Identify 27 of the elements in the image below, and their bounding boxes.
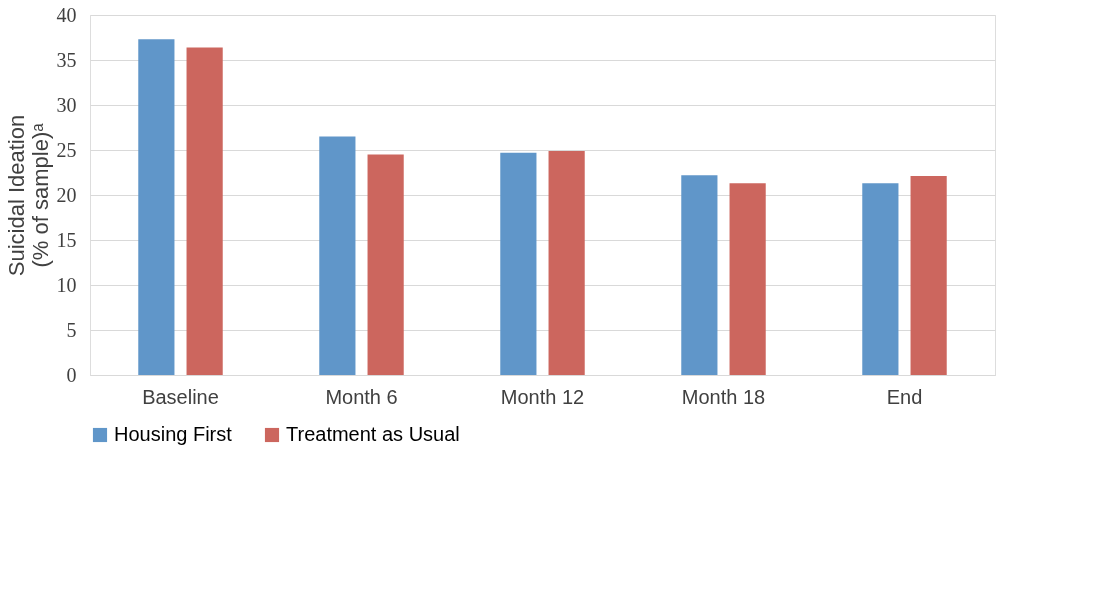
y-tick-label: 30 bbox=[56, 93, 77, 116]
y-tick-label: 5 bbox=[66, 318, 77, 341]
y-axis-title: Suicidal Ideation (% of sample)ᵃ bbox=[3, 114, 53, 277]
bar bbox=[319, 136, 356, 375]
y-tick-label: 35 bbox=[56, 48, 77, 71]
x-tick-label: Month 6 bbox=[325, 385, 398, 408]
y-tick-label: 20 bbox=[56, 183, 77, 206]
bar bbox=[500, 152, 537, 375]
bar bbox=[186, 47, 223, 375]
x-tick-label: End bbox=[886, 385, 923, 408]
legend-label: Treatment as Usual bbox=[286, 423, 460, 445]
x-tick-label: Month 18 bbox=[681, 385, 766, 408]
y-tick-label: 15 bbox=[56, 228, 77, 251]
bar bbox=[548, 150, 585, 375]
bar bbox=[138, 39, 175, 375]
y-tick-label: 25 bbox=[56, 138, 77, 161]
x-tick-label: Month 12 bbox=[500, 385, 585, 408]
bar bbox=[681, 175, 718, 375]
y-tick-label: 10 bbox=[56, 273, 77, 296]
bar bbox=[367, 154, 404, 375]
bar bbox=[862, 183, 899, 375]
y-tick-label: 0 bbox=[66, 363, 77, 386]
y-tick-label: 40 bbox=[56, 3, 77, 26]
x-tick-label: Baseline bbox=[142, 385, 219, 408]
legend-label: Housing First bbox=[114, 423, 233, 445]
bar bbox=[729, 183, 766, 375]
bar bbox=[910, 176, 947, 375]
